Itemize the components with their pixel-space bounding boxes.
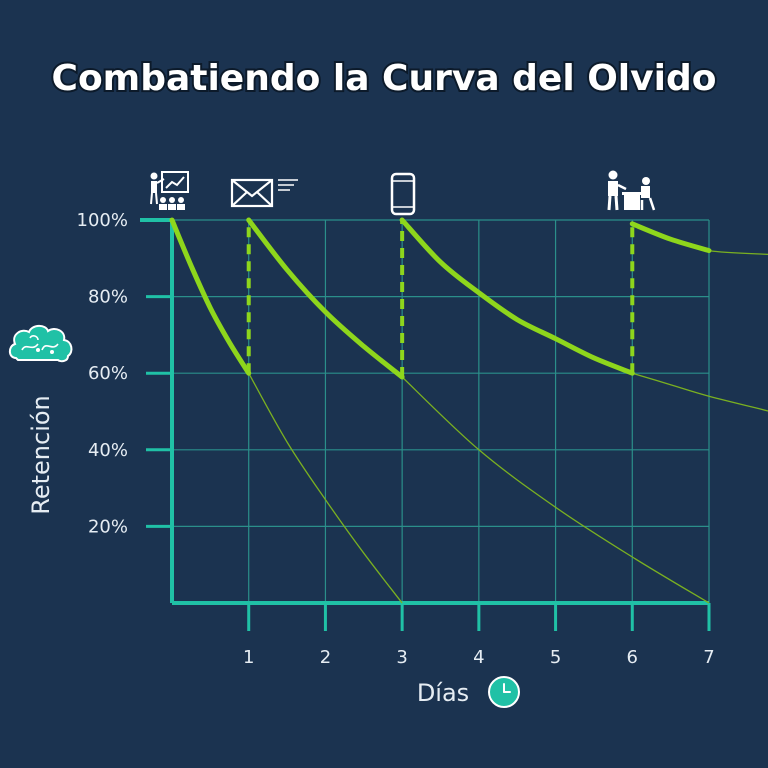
mobile-phone-icon	[390, 172, 416, 216]
y-tick-label-40: 40%	[88, 440, 128, 461]
x-tick-label-7: 7	[703, 647, 714, 668]
meeting-icon	[607, 170, 656, 211]
y-tick-label-20: 20%	[88, 516, 128, 537]
x-tick-label-5: 5	[550, 647, 561, 668]
retention-curve-3	[399, 217, 635, 376]
decay-curve-1	[248, 372, 403, 604]
x-axis-label: Días	[417, 679, 469, 707]
retention-curves	[169, 217, 712, 380]
x-tick-label-3: 3	[396, 647, 407, 668]
presentation-icon	[150, 171, 189, 210]
retention-curve-1	[169, 217, 252, 376]
y-tick-label-100: 100%	[77, 210, 128, 231]
y-axis-label: Retención	[27, 395, 55, 515]
decay-curve-3	[632, 372, 768, 412]
retention-curve-2	[246, 217, 405, 380]
x-tick-label-2: 2	[320, 647, 331, 668]
retention-curve-4	[629, 221, 712, 254]
x-tick-label-6: 6	[627, 647, 638, 668]
x-tick-label-1: 1	[243, 647, 254, 668]
reinforcement-markers	[246, 220, 635, 378]
tick-labels: 1 2 3 4 5 6 7 20% 40% 60% 80% 100%	[77, 210, 715, 668]
x-tick-label-4: 4	[473, 647, 484, 668]
axes	[140, 218, 711, 631]
y-tick-label-80: 80%	[88, 287, 128, 308]
y-tick-label-60: 60%	[88, 363, 128, 384]
decay-curves	[248, 223, 768, 604]
chart-title: Combatiendo la Curva del Olvido	[52, 58, 717, 99]
email-icon	[230, 178, 298, 208]
decay-curve-2	[401, 376, 710, 604]
clock-icon	[488, 676, 520, 708]
grid	[172, 219, 710, 603]
brain-icon	[8, 324, 73, 363]
